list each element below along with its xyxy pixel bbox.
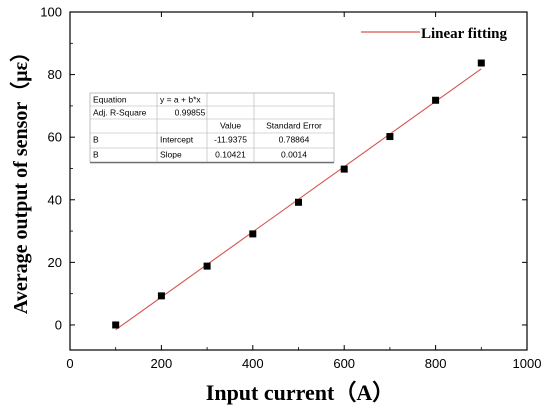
x-tick-label: 600 — [333, 356, 355, 371]
table-cell: Adj. R-Square — [93, 108, 147, 118]
x-tick-label: 1000 — [513, 356, 542, 371]
x-axis-title: Input current（A） — [206, 380, 394, 405]
table-cell: 0.10421 — [215, 150, 246, 160]
y-tick-label: 40 — [48, 192, 62, 207]
table-cell: B — [93, 150, 99, 160]
table-cell: 0.99855 — [175, 108, 206, 118]
table-cell: Slope — [160, 150, 182, 160]
data-point — [112, 321, 120, 329]
x-tick-label: 800 — [425, 356, 447, 371]
table-cell: Intercept — [160, 135, 194, 145]
table-cell: -11.9375 — [214, 135, 247, 145]
table-cell: 0.0014 — [281, 150, 307, 160]
data-point — [203, 262, 211, 270]
y-tick-label: 0 — [55, 317, 62, 332]
table-cell: y = a + b*x — [160, 95, 201, 105]
data-point — [386, 133, 394, 141]
table-cell: B — [93, 135, 99, 145]
table-cell: Value — [220, 121, 241, 131]
data-point — [295, 198, 302, 206]
data-point — [249, 230, 257, 238]
data-point — [432, 96, 440, 104]
stats-table — [89, 92, 335, 163]
table-cell: 0.78864 — [279, 135, 310, 145]
x-tick-label: 200 — [151, 356, 173, 371]
y-tick-label: 60 — [48, 130, 62, 145]
legend-fit-label: Linear fitting — [421, 26, 507, 42]
data-point — [340, 165, 348, 173]
y-tick-label: 100 — [40, 5, 62, 20]
data-point — [477, 59, 485, 67]
data-point — [157, 292, 165, 300]
y-tick-label: 20 — [48, 255, 62, 270]
table-cell: Equation — [93, 95, 127, 105]
x-tick-label: 400 — [242, 356, 264, 371]
y-tick-label: 80 — [48, 67, 62, 82]
table-cell: Standard Error — [266, 121, 322, 131]
x-tick-label: 0 — [66, 356, 73, 371]
y-axis-title: Average output of sensor（με） — [9, 42, 32, 314]
plot-frame — [69, 11, 528, 351]
